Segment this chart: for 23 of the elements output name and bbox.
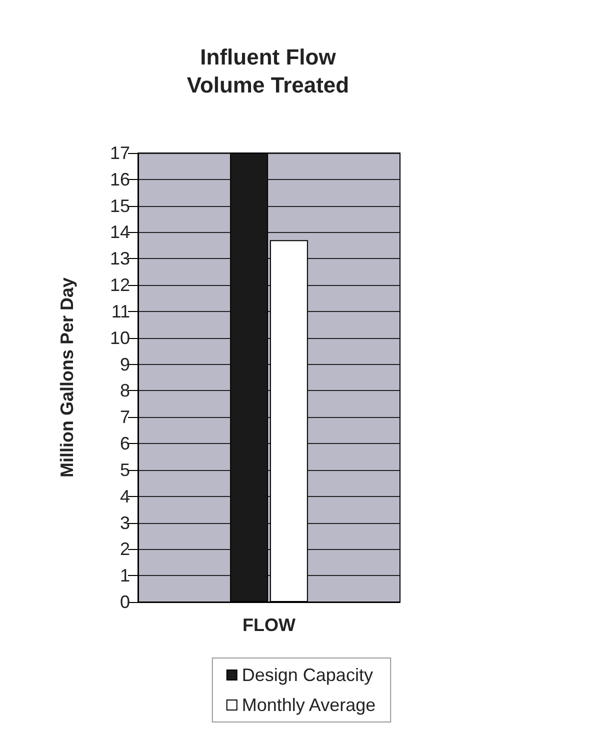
y-tick-label: 5 (120, 460, 130, 480)
y-tick-label: 17 (110, 143, 130, 163)
y-tick-label: 13 (110, 248, 130, 269)
y-axis-title: Million Gallons Per Day (57, 277, 77, 478)
y-tick-label: 7 (120, 407, 130, 428)
y-tick-label: 8 (120, 380, 130, 401)
y-tick-label: 0 (120, 592, 130, 612)
legend-label: Design Capacity (242, 665, 373, 685)
y-tick-label: 4 (120, 486, 130, 506)
y-tick-label: 9 (120, 354, 130, 374)
y-tick-label: 10 (110, 328, 130, 348)
y-tick-label: 16 (110, 169, 130, 190)
legend-label: Monthly Average (242, 695, 376, 715)
y-tick-label: 2 (120, 539, 130, 560)
y-tick-label: 12 (110, 275, 130, 296)
y-tick-label: 11 (111, 301, 130, 322)
y-tick-label: 14 (110, 222, 130, 242)
y-tick-label: 3 (120, 512, 130, 533)
y-tick-label: 1 (120, 566, 130, 586)
y-tick-label: 6 (120, 434, 130, 454)
x-tick-label: FLOW (242, 615, 296, 635)
chart-title: Influent Flow Volume Treated (186, 44, 350, 98)
y-tick-label: 15 (110, 196, 130, 216)
